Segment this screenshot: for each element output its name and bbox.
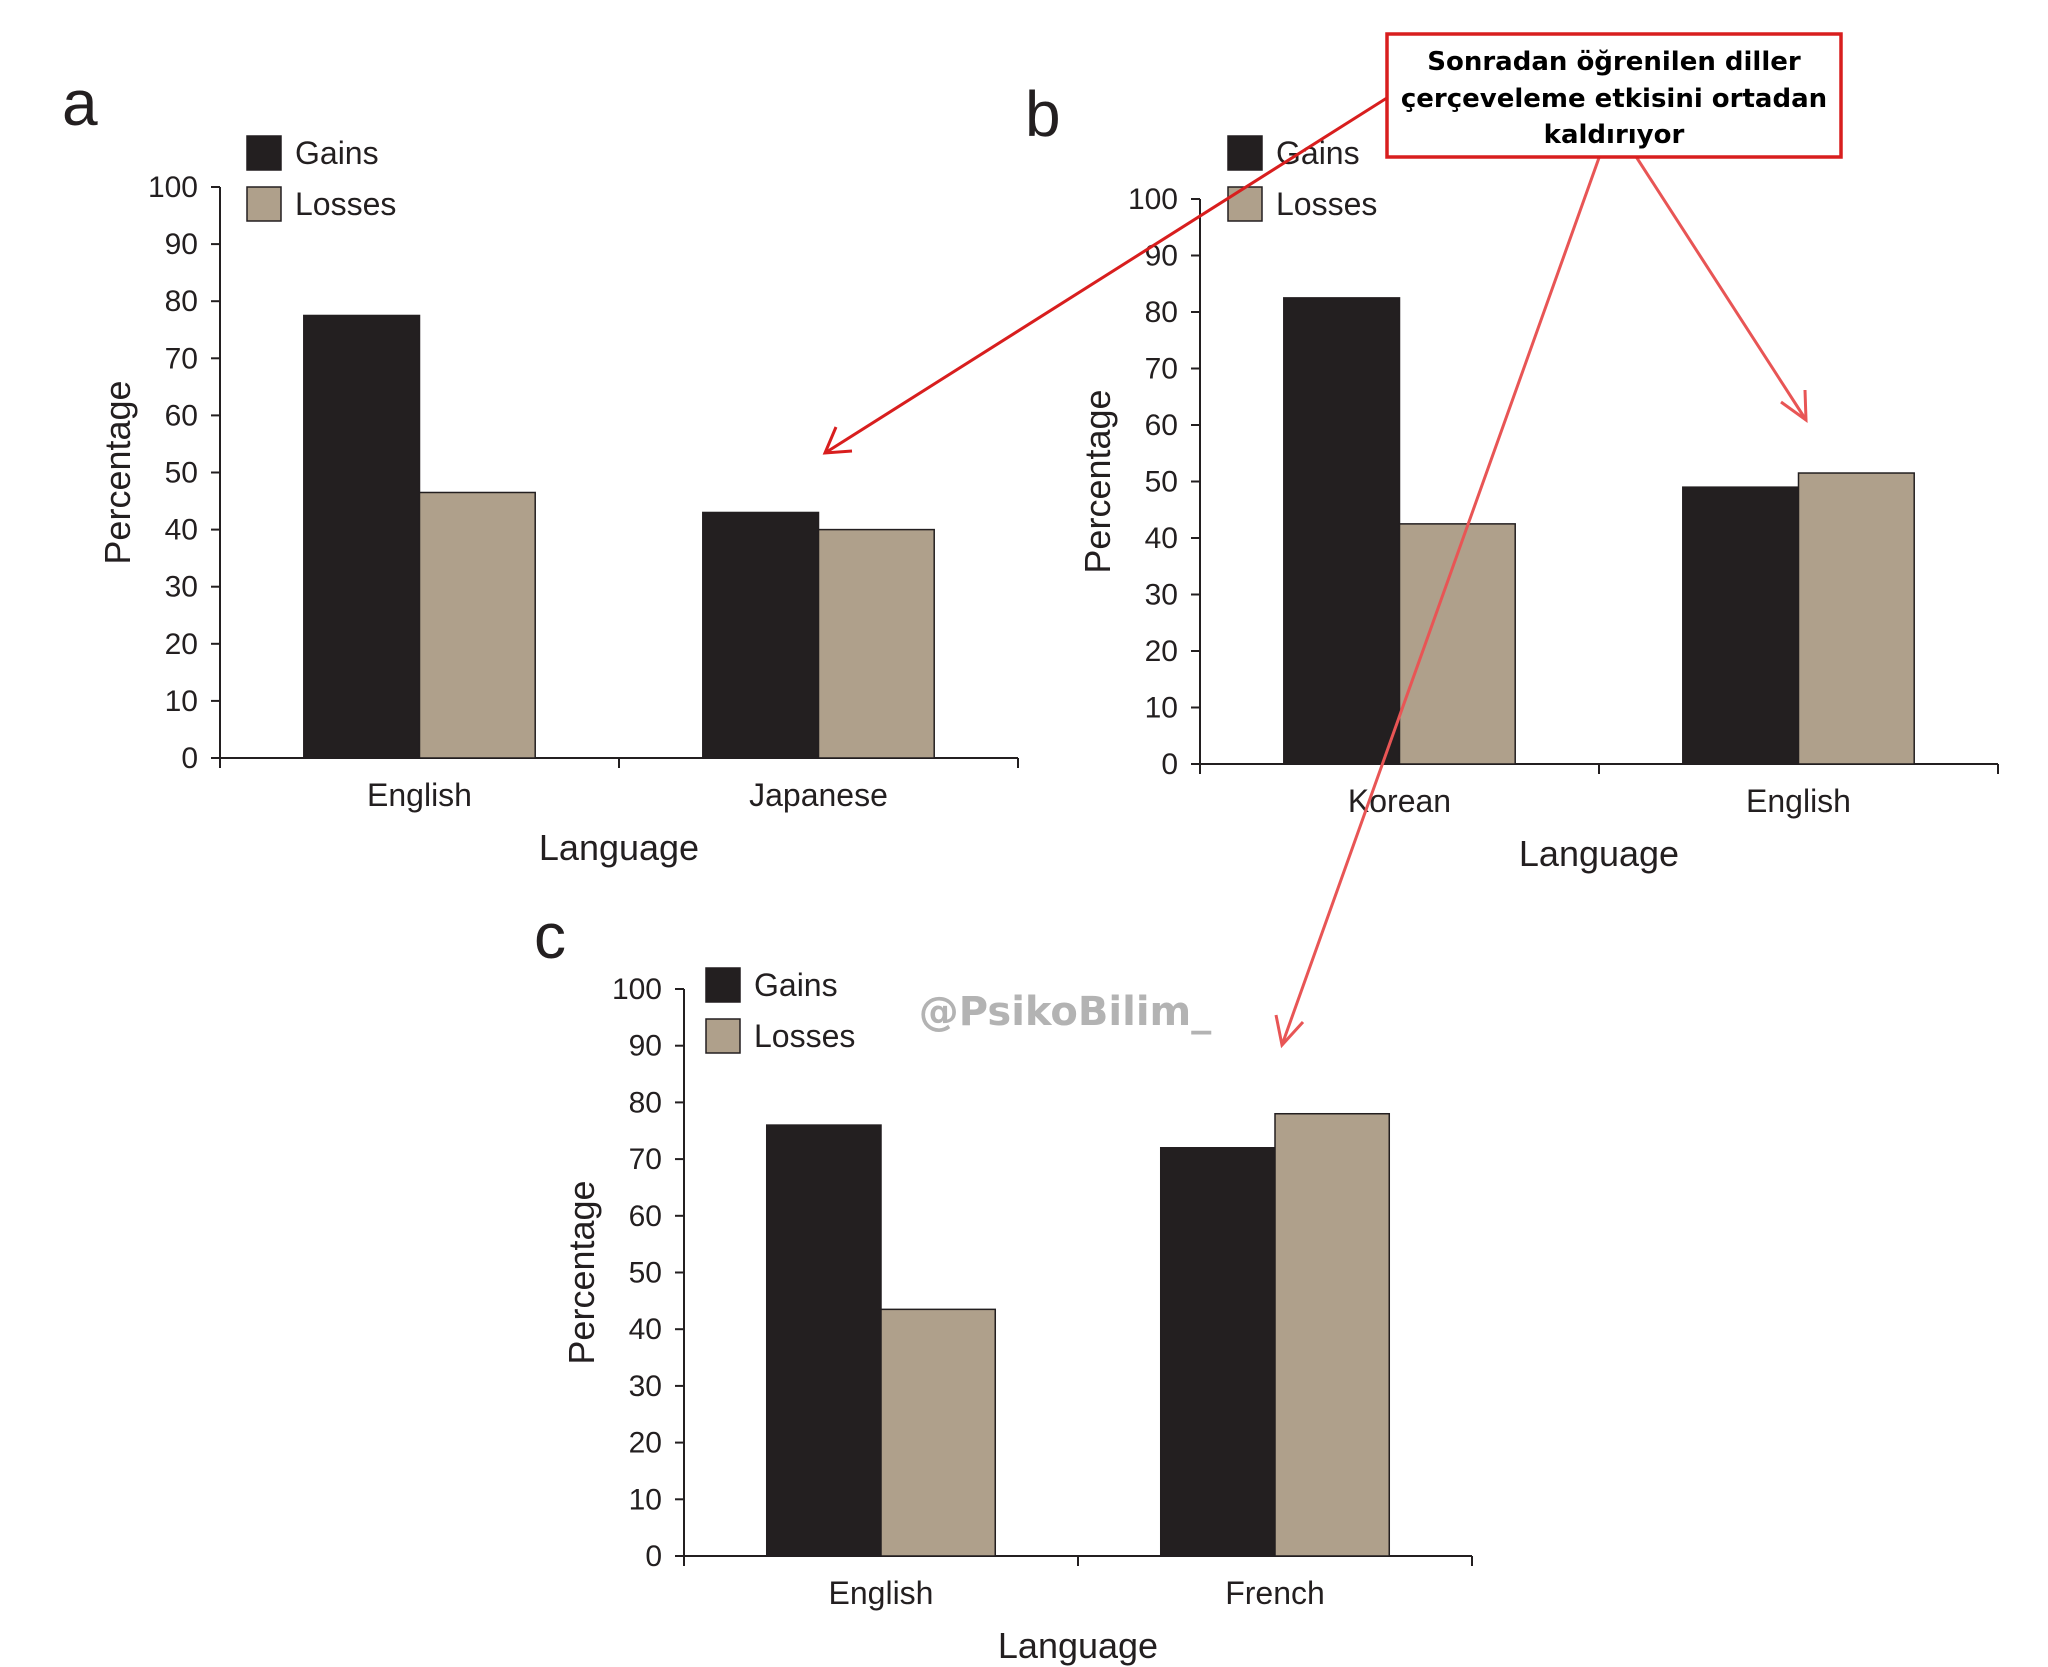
panel-letter: a [62, 67, 98, 139]
legend-swatch-gains [1227, 135, 1263, 171]
y-tick-label: 10 [1145, 692, 1178, 725]
x-category-label: English [1746, 783, 1851, 819]
y-tick-label: 90 [165, 228, 198, 261]
arrow-to-panel-c [1280, 154, 1602, 1046]
legend-label-gains: Gains [754, 967, 838, 1003]
annotation-line-2: çerçeveleme etkisini ortadan [1401, 84, 1827, 114]
x-category-label: French [1225, 1575, 1325, 1611]
y-tick-label: 0 [1161, 748, 1178, 781]
y-tick-label: 40 [165, 514, 198, 547]
bar-losses-french [1274, 1112, 1391, 1557]
annotation-note: Sonradan öğrenilen diller çerçeveleme et… [1385, 32, 1843, 159]
legend-label-losses: Losses [1276, 186, 1377, 222]
annotation-arrows [822, 94, 1808, 1049]
y-tick-label: 100 [612, 973, 662, 1006]
y-tick-label: 50 [629, 1257, 662, 1290]
y-tick-label: 20 [165, 628, 198, 661]
x-category-label: English [367, 777, 472, 813]
y-tick-label: 30 [1145, 579, 1178, 612]
y-tick-label: 30 [629, 1370, 662, 1403]
y-tick-label: 90 [1145, 240, 1178, 273]
legend-swatch-losses [705, 1018, 741, 1054]
x-axis-title: Language [998, 1625, 1158, 1666]
legend-label-losses: Losses [295, 186, 396, 222]
y-tick-label: 60 [165, 399, 198, 432]
bar-gains-english [303, 314, 421, 759]
x-axis-title: Language [1519, 833, 1679, 874]
bar-losses-korean [1398, 523, 1516, 765]
y-tick-label: 80 [165, 285, 198, 318]
bar-losses-english [418, 491, 536, 759]
y-tick-label: 30 [165, 571, 198, 604]
arrowhead-panel-a [822, 426, 853, 455]
watermark: @PsikoBilim_ [919, 989, 1211, 1035]
arrow-to-panel-b [1633, 154, 1808, 421]
y-tick-label: 20 [1145, 635, 1178, 668]
panel-letter: c [534, 900, 566, 972]
legend-label-losses: Losses [754, 1018, 855, 1054]
y-tick-label: 50 [1145, 466, 1178, 499]
bar-gains-english [765, 1124, 882, 1557]
bar-losses-english [1797, 472, 1915, 765]
annotation-line-1: Sonradan öğrenilen diller [1427, 47, 1801, 77]
y-tick-label: 50 [165, 457, 198, 490]
bar-gains-japanese [702, 511, 820, 759]
bar-gains-korean [1283, 297, 1401, 765]
y-tick-label: 100 [1128, 183, 1178, 216]
panel-a-chart: a 0 10 20 30 40 50 60 70 80 90 100 English Japanese La… [62, 67, 1019, 868]
x-category-label: Japanese [749, 777, 888, 813]
y-tick-label: 0 [645, 1540, 662, 1573]
y-tick-label: 80 [629, 1086, 662, 1119]
x-category-label: English [829, 1575, 934, 1611]
legend-swatch-losses [246, 186, 282, 222]
y-tick-label: 90 [629, 1030, 662, 1063]
annotation-line-3: kaldırıyor [1544, 120, 1685, 150]
y-tick-label: 70 [165, 342, 198, 375]
y-tick-label: 60 [1145, 409, 1178, 442]
y-tick-label: 10 [629, 1483, 662, 1516]
y-tick-label: 20 [629, 1427, 662, 1460]
annotation-box [1385, 32, 1843, 159]
arrowhead-panel-c [1274, 1014, 1305, 1049]
y-tick-label: 70 [1145, 353, 1178, 386]
legend-swatch-losses [1227, 186, 1263, 222]
legend-swatch-gains [705, 967, 741, 1003]
y-axis-title: Percentage [561, 1180, 602, 1364]
bar-losses-english [880, 1308, 997, 1557]
panel-c-chart: c 0 10 20 30 40 50 60 70 80 90 100 English French Lang… [534, 900, 1473, 1666]
y-tick-label: 70 [629, 1143, 662, 1176]
panel-letter: b [1025, 78, 1061, 150]
y-tick-label: 100 [148, 171, 198, 204]
y-axis-title: Percentage [97, 380, 138, 564]
y-tick-label: 40 [1145, 522, 1178, 555]
legend-swatch-gains [246, 135, 282, 171]
y-tick-label: 60 [629, 1200, 662, 1233]
y-tick-label: 80 [1145, 296, 1178, 329]
bar-gains-english [1682, 486, 1800, 765]
legend-label-gains: Gains [295, 135, 379, 171]
y-axis-title: Percentage [1077, 389, 1118, 573]
bar-losses-japanese [817, 528, 935, 759]
y-tick-label: 40 [629, 1313, 662, 1346]
arrow-to-panel-a [824, 94, 1391, 455]
y-tick-label: 0 [181, 742, 198, 775]
arrowhead-panel-b [1780, 389, 1808, 424]
x-axis-title: Language [539, 827, 699, 868]
bar-gains-french [1159, 1147, 1276, 1557]
y-tick-label: 10 [165, 685, 198, 718]
